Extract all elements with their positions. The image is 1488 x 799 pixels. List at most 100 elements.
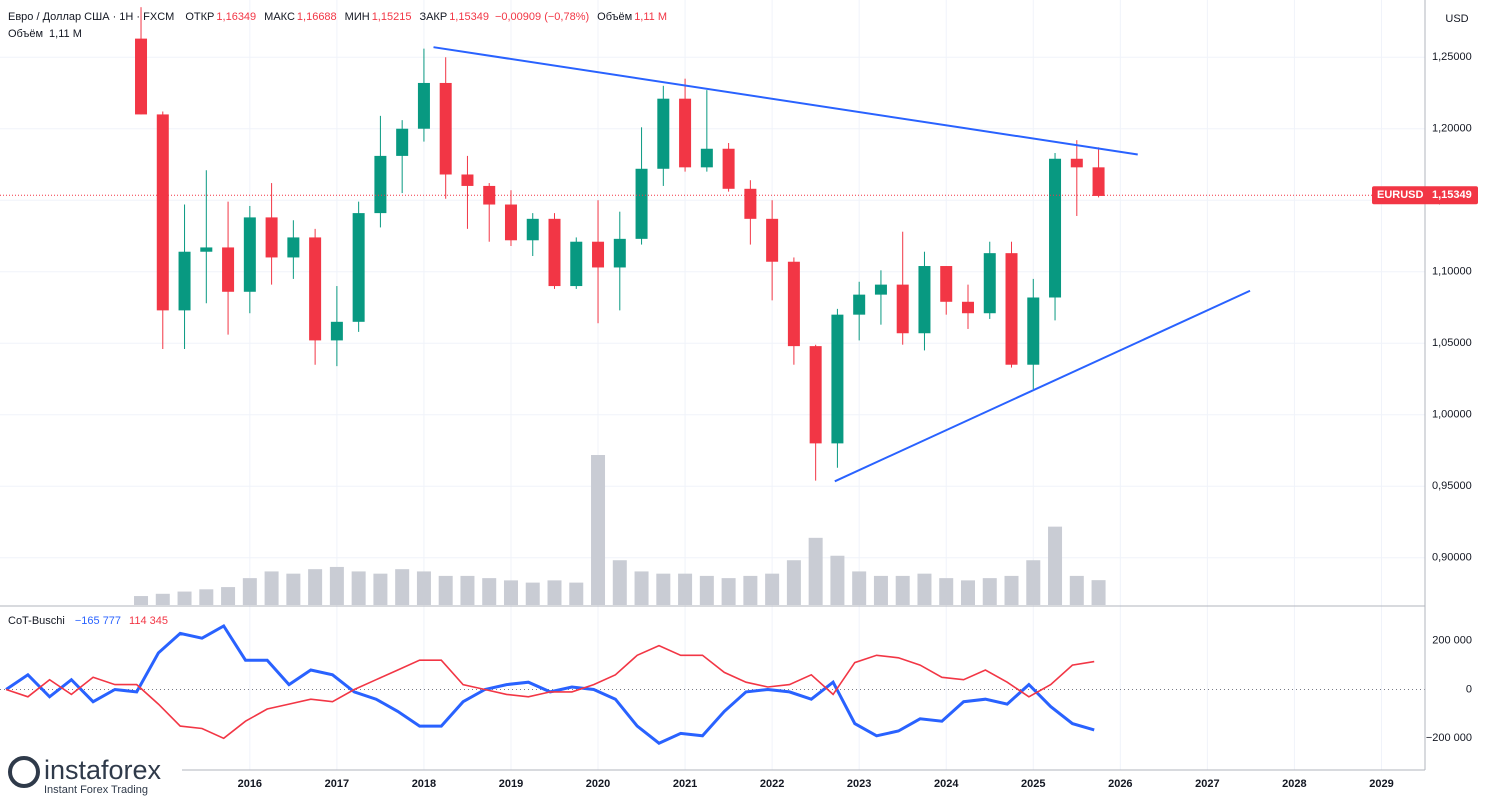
volume-label: Объём (8, 28, 43, 40)
x-tick-label: 2029 (1369, 778, 1393, 790)
candle-body (918, 266, 931, 334)
cot-tick-label: 200 000 (1432, 635, 1472, 647)
plot (0, 7, 1425, 745)
volume-bar (634, 571, 649, 605)
volume-bar (830, 555, 845, 605)
candle-body (679, 98, 692, 168)
candle-body (722, 148, 735, 189)
stat-label: МИН (345, 11, 370, 23)
stat-value: 1,16688 (297, 11, 337, 23)
volume-bar (743, 575, 758, 605)
volume-bar (960, 580, 975, 605)
volume-bar (525, 582, 540, 605)
stat-label: ЗАКР (419, 11, 447, 23)
volume-bar (982, 578, 997, 605)
volume-bar (503, 580, 518, 605)
candle-body (744, 188, 757, 219)
candle-body (613, 238, 626, 268)
candle-body (135, 38, 148, 115)
x-tick-label: 2017 (325, 778, 349, 790)
volume-bar (395, 569, 410, 605)
candle-body (287, 237, 300, 258)
last-price-name: EURUSD (1377, 189, 1424, 201)
candle-body (178, 251, 191, 311)
volume-bar (1069, 575, 1084, 605)
volume-bar (177, 591, 192, 605)
trend-line (834, 289, 1251, 483)
stat-value: 1,16349 (216, 11, 256, 23)
trend-line (433, 46, 1138, 156)
candle-body (200, 247, 213, 252)
volume-bar (873, 575, 888, 605)
candle-body (352, 213, 365, 322)
candle-body (439, 82, 452, 175)
x-tick-label: 2022 (760, 778, 784, 790)
last-price-label: 1,15349 (1432, 189, 1472, 201)
candle-body (570, 241, 583, 287)
candle-body (330, 321, 343, 341)
stat-label: ОТКР (185, 11, 214, 23)
volume-bar (416, 571, 431, 605)
x-tick-label: 2021 (673, 778, 697, 790)
stat-label: Объём (597, 11, 632, 23)
volume-bar (721, 578, 736, 605)
stat-label: МАКС (264, 11, 295, 23)
candle-body (156, 114, 169, 311)
candle-body (961, 301, 974, 314)
candle-body (1027, 297, 1040, 365)
candle-body (548, 218, 561, 287)
volume-legend: Объём 1,11 M (8, 28, 82, 40)
candle-body (983, 253, 996, 314)
candle-body (787, 261, 800, 347)
logo-icon (8, 756, 40, 788)
cot-tick-label: −200 000 (1426, 732, 1472, 744)
candle-body (940, 266, 953, 302)
candle-body (831, 314, 844, 444)
candle-body (374, 155, 387, 214)
volume-bar (852, 571, 867, 605)
y-tick-label: 0,90000 (1432, 552, 1472, 564)
volume-bar (939, 578, 954, 605)
logo: instaforex Instant Forex Trading (0, 752, 182, 799)
volume-bar (264, 571, 279, 605)
volume-bar (134, 596, 149, 605)
volume-bar (329, 566, 344, 605)
cot-title: CoT-Buschi (8, 615, 65, 627)
candle-body (896, 284, 909, 334)
candle-body (592, 241, 605, 268)
volume-value: 1,11 M (49, 28, 82, 40)
volume-bar (482, 578, 497, 605)
logo-tagline: Instant Forex Trading (44, 784, 148, 796)
stat-value: 1,15215 (372, 11, 412, 23)
x-tick-label: 2024 (934, 778, 959, 790)
candle-body (243, 217, 256, 292)
currency: USD (1445, 13, 1468, 25)
volume-bar (199, 589, 214, 605)
x-tick-label: 2019 (499, 778, 523, 790)
cot-blue-value: −165 777 (75, 615, 121, 627)
cot-tick-label: 0 (1466, 683, 1472, 695)
volume-bar (612, 560, 627, 605)
volume-bar (917, 573, 932, 605)
candle-body (265, 217, 278, 258)
volume-bar (786, 560, 801, 605)
cot-legend: CoT-Buschi −165 777 114 345 (8, 615, 168, 627)
volume-bar (1048, 526, 1063, 605)
cot-line (5, 644, 1095, 740)
y-tick-label: 0,95000 (1432, 480, 1472, 492)
candle-body (700, 148, 713, 168)
candle-body (657, 98, 670, 169)
y-tick-label: 1,00000 (1432, 409, 1472, 421)
x-tick-label: 2027 (1195, 778, 1219, 790)
candle-body (222, 247, 235, 292)
stat-value: 1,11 M (634, 11, 667, 23)
y-tick-label: 1,05000 (1432, 337, 1472, 349)
x-tick-label: 2018 (412, 778, 436, 790)
candle-body (874, 284, 887, 295)
volume-bar (221, 587, 236, 605)
volume-bar (351, 571, 366, 605)
candle-body (635, 168, 648, 239)
cot-red-value: 114 345 (129, 615, 168, 627)
instrument: Евро / Доллар США · 1Н · FXCM (8, 11, 174, 23)
